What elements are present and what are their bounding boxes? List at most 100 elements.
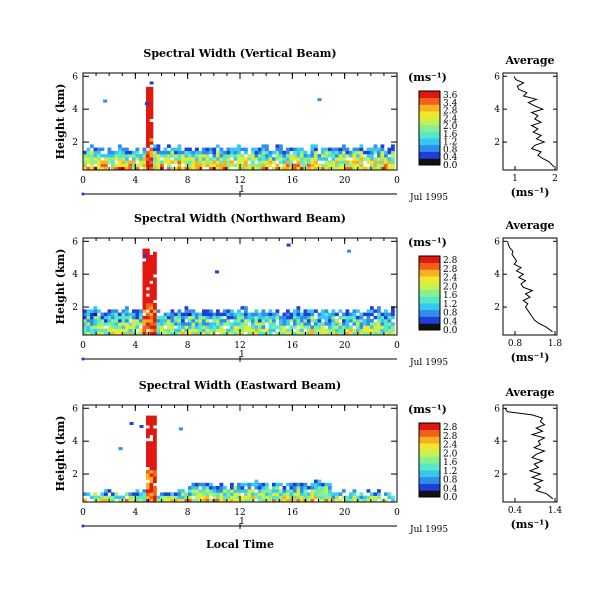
heatmap-cell bbox=[324, 492, 329, 496]
heatmap-cell bbox=[202, 312, 206, 317]
heatmap-cell bbox=[279, 315, 283, 320]
heatmap-cell bbox=[328, 147, 332, 152]
colorbar-base bbox=[419, 491, 440, 497]
heatmap-cell bbox=[293, 157, 297, 161]
heatmap-cell bbox=[149, 309, 154, 313]
heatmap-cell bbox=[146, 251, 150, 256]
heatmap-cell bbox=[121, 154, 126, 158]
heatmap-cell bbox=[142, 296, 147, 301]
heatmap-cell bbox=[240, 328, 245, 333]
heatmap-cell bbox=[268, 157, 273, 161]
heatmap-cell bbox=[216, 312, 220, 317]
colorbar-tick-label: 1.6 bbox=[443, 130, 458, 140]
avg-y-tick-label: 4 bbox=[494, 270, 500, 280]
heatmap-cell bbox=[219, 163, 224, 168]
heatmap-cell bbox=[275, 163, 280, 168]
heatmap-cell bbox=[321, 482, 325, 487]
heatmap-cell bbox=[100, 315, 105, 320]
heatmap-cell bbox=[149, 312, 154, 317]
heatmap-cell bbox=[100, 495, 105, 500]
heatmap-cell bbox=[125, 319, 129, 323]
heatmap-cell bbox=[258, 489, 262, 493]
heatmap-cell bbox=[247, 331, 252, 336]
heatmap-cell bbox=[289, 328, 294, 333]
heatmap-cell bbox=[149, 466, 154, 471]
heatmap-cell bbox=[244, 160, 248, 164]
heatmap-cell bbox=[317, 325, 322, 329]
heatmap-cell bbox=[219, 166, 224, 171]
heatmap-cell bbox=[153, 283, 157, 288]
heatmap-cell bbox=[279, 319, 283, 323]
heatmap-cell bbox=[153, 255, 157, 259]
heatmap-cell bbox=[167, 166, 171, 171]
heatmap-cell bbox=[307, 498, 311, 503]
heatmap-cell bbox=[163, 328, 168, 333]
heatmap-cell bbox=[230, 325, 234, 329]
heatmap-cell bbox=[142, 489, 147, 493]
heatmap-cell bbox=[317, 312, 322, 317]
heatmap-cell bbox=[342, 322, 346, 326]
heatmap-cell bbox=[324, 315, 329, 320]
heatmap-cell bbox=[191, 492, 196, 496]
heatmap-cell bbox=[324, 160, 329, 164]
heatmap-cell bbox=[237, 157, 241, 161]
colorbar-swatch bbox=[419, 269, 440, 277]
heatmap-cell bbox=[300, 482, 304, 487]
heatmap-cell bbox=[153, 450, 157, 455]
heatmap-cell bbox=[321, 486, 325, 490]
heatmap-cell bbox=[237, 160, 241, 164]
heatmap-cell bbox=[370, 166, 374, 171]
heatmap-cell bbox=[135, 312, 140, 317]
heatmap-cell bbox=[181, 319, 185, 323]
heatmap-cell bbox=[153, 495, 157, 500]
heatmap-cell bbox=[198, 315, 203, 320]
heatmap-cell bbox=[261, 309, 266, 313]
heatmap-cell bbox=[142, 290, 147, 294]
heatmap-cell bbox=[132, 150, 136, 155]
heatmap-cell bbox=[191, 328, 196, 333]
heatmap-cell bbox=[184, 498, 189, 503]
heatmap-cell bbox=[275, 489, 280, 493]
heatmap-cell bbox=[97, 150, 101, 155]
heatmap-cell bbox=[146, 267, 150, 272]
heatmap-cell bbox=[366, 495, 371, 500]
heatmap-cell bbox=[272, 166, 276, 171]
heatmap-cell bbox=[153, 258, 157, 262]
heatmap-cell bbox=[167, 495, 171, 500]
heatmap-cell bbox=[174, 315, 178, 320]
heatmap-cell bbox=[114, 328, 119, 333]
heatmap-cell bbox=[93, 154, 98, 158]
heatmap-cell bbox=[142, 160, 147, 164]
heatmap-cell bbox=[282, 325, 287, 329]
heatmap-cell bbox=[146, 290, 150, 294]
colorbar-tick-label: 1.2 bbox=[443, 300, 457, 310]
heatmap-cell bbox=[198, 312, 203, 317]
heatmap-cell bbox=[212, 312, 217, 317]
heatmap-cell bbox=[184, 154, 189, 158]
heatmap-cell bbox=[128, 163, 133, 168]
heatmap-cell bbox=[163, 312, 168, 317]
heatmap-cell bbox=[146, 322, 150, 326]
heatmap-cell bbox=[170, 147, 175, 152]
heatmap-cell bbox=[195, 160, 199, 164]
colorbar-swatch bbox=[419, 456, 440, 464]
heatmap-cell bbox=[377, 163, 381, 168]
heatmap-cell bbox=[132, 325, 136, 329]
heatmap-cell bbox=[233, 495, 238, 500]
heatmap-cell bbox=[146, 157, 150, 161]
heatmap-cell bbox=[153, 422, 157, 426]
heatmap-cell bbox=[356, 322, 360, 326]
heatmap-cell bbox=[90, 331, 94, 336]
heatmap-cell bbox=[258, 147, 262, 152]
heatmap-cell bbox=[216, 154, 220, 158]
heatmap-cell bbox=[149, 128, 154, 132]
heatmap-cell bbox=[338, 309, 343, 313]
heatmap-cell bbox=[167, 319, 171, 323]
heatmap-cell bbox=[363, 331, 367, 336]
heatmap-cell bbox=[111, 163, 115, 168]
heatmap-cell bbox=[296, 160, 301, 164]
heatmap-cell bbox=[244, 163, 248, 168]
heatmap-cell bbox=[93, 331, 98, 336]
average-profile-line bbox=[507, 241, 553, 333]
heatmap-cell bbox=[293, 166, 297, 171]
